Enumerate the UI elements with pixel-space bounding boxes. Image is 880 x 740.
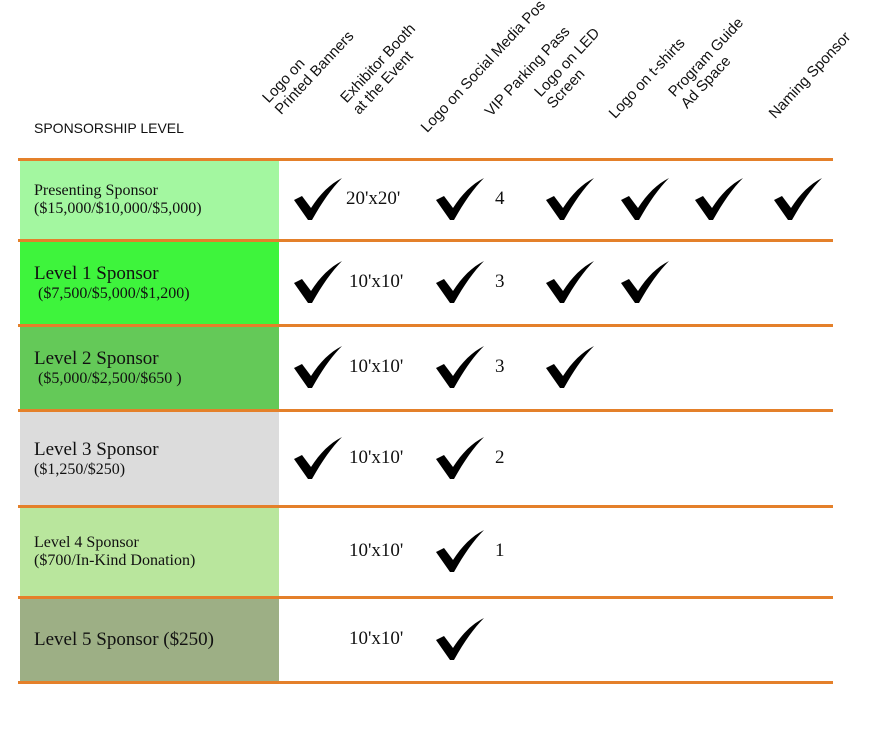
social-media-check-icon (434, 178, 486, 222)
led-screen-check-icon (544, 261, 596, 305)
sponsor-level-price: ($15,000/$10,000/$5,000) (34, 200, 202, 217)
column-header-printed-banners: Logo on Printed Banners (259, 27, 358, 118)
vip-pass-count: 3 (495, 271, 505, 292)
t-shirts-check-icon (619, 178, 671, 222)
sponsor-level-price: ($700/In-Kind Donation) (34, 552, 196, 569)
sponsor-level-name: Level 5 Sponsor ($250) (34, 629, 214, 650)
naming-sponsor-check-icon (772, 178, 824, 222)
row-divider (18, 324, 833, 327)
booth-size: 20'x20' (346, 188, 401, 209)
booth-size: 10'x10' (349, 356, 404, 377)
row-divider (18, 505, 833, 508)
vip-pass-count: 2 (495, 446, 505, 468)
sponsor-level-name: Level 3 Sponsor (34, 438, 159, 460)
banners-check-icon (292, 436, 344, 481)
sponsor-level-name: Level 4 Sponsor (34, 534, 139, 551)
row-divider (18, 239, 833, 242)
program-guide-check-icon (693, 178, 745, 222)
vip-pass-count: 1 (495, 540, 505, 561)
sponsor-level-cell: Level 5 Sponsor ($250) (20, 599, 279, 681)
banners-check-icon (292, 261, 344, 305)
t-shirts-check-icon (619, 261, 671, 305)
booth-size: 10'x10' (349, 271, 404, 292)
row-divider (18, 158, 833, 161)
sponsor-level-cell: Level 3 Sponsor ($1,250/$250) (20, 412, 279, 505)
sponsor-level-name: Level 1 Sponsor (34, 263, 159, 284)
banners-check-icon (292, 346, 344, 390)
booth-size: 10'x10' (349, 628, 404, 649)
social-media-check-icon (434, 618, 486, 662)
led-screen-check-icon (544, 346, 596, 390)
booth-size: 10'x10' (349, 446, 404, 468)
sponsor-level-price: ($5,000/$2,500/$650 ) (34, 370, 182, 387)
social-media-check-icon (434, 530, 486, 574)
banners-check-icon (292, 178, 344, 222)
led-screen-check-icon (544, 178, 596, 222)
row-divider (18, 596, 833, 599)
sponsor-level-price: ($1,250/$250) (34, 460, 126, 478)
vip-pass-count: 3 (495, 356, 505, 377)
sponsor-level-name: Presenting Sponsor (34, 182, 158, 199)
sponsor-level-cell: Presenting Sponsor ($15,000/$10,000/$5,00… (20, 161, 279, 239)
sponsor-level-cell: Level 4 Sponsor ($700/In-Kind Donation) (20, 508, 279, 596)
sponsor-level-cell: Level 1 Sponsor ($7,500/$5,000/$1,200) (20, 242, 279, 324)
social-media-check-icon (434, 436, 486, 481)
column-header-naming-sponsor: Naming Sponsor (765, 28, 855, 123)
vip-pass-count: 4 (495, 188, 505, 209)
row-divider (18, 681, 833, 684)
booth-size: 10'x10' (349, 540, 404, 561)
social-media-check-icon (434, 261, 486, 305)
row-divider (18, 409, 833, 412)
sponsor-level-cell: Level 2 Sponsor ($5,000/$2,500/$650 ) (20, 327, 279, 409)
column-header-led-screen: Logo on LED Screen (531, 24, 604, 112)
sponsor-level-name: Level 2 Sponsor (34, 348, 159, 369)
sponsorship-level-heading: SPONSORSHIP LEVEL (34, 120, 184, 136)
column-header-program-guide: Program Guide Ad Space (665, 14, 747, 112)
sponsor-level-price: ($7,500/$5,000/$1,200) (34, 285, 190, 302)
social-media-check-icon (434, 346, 486, 390)
